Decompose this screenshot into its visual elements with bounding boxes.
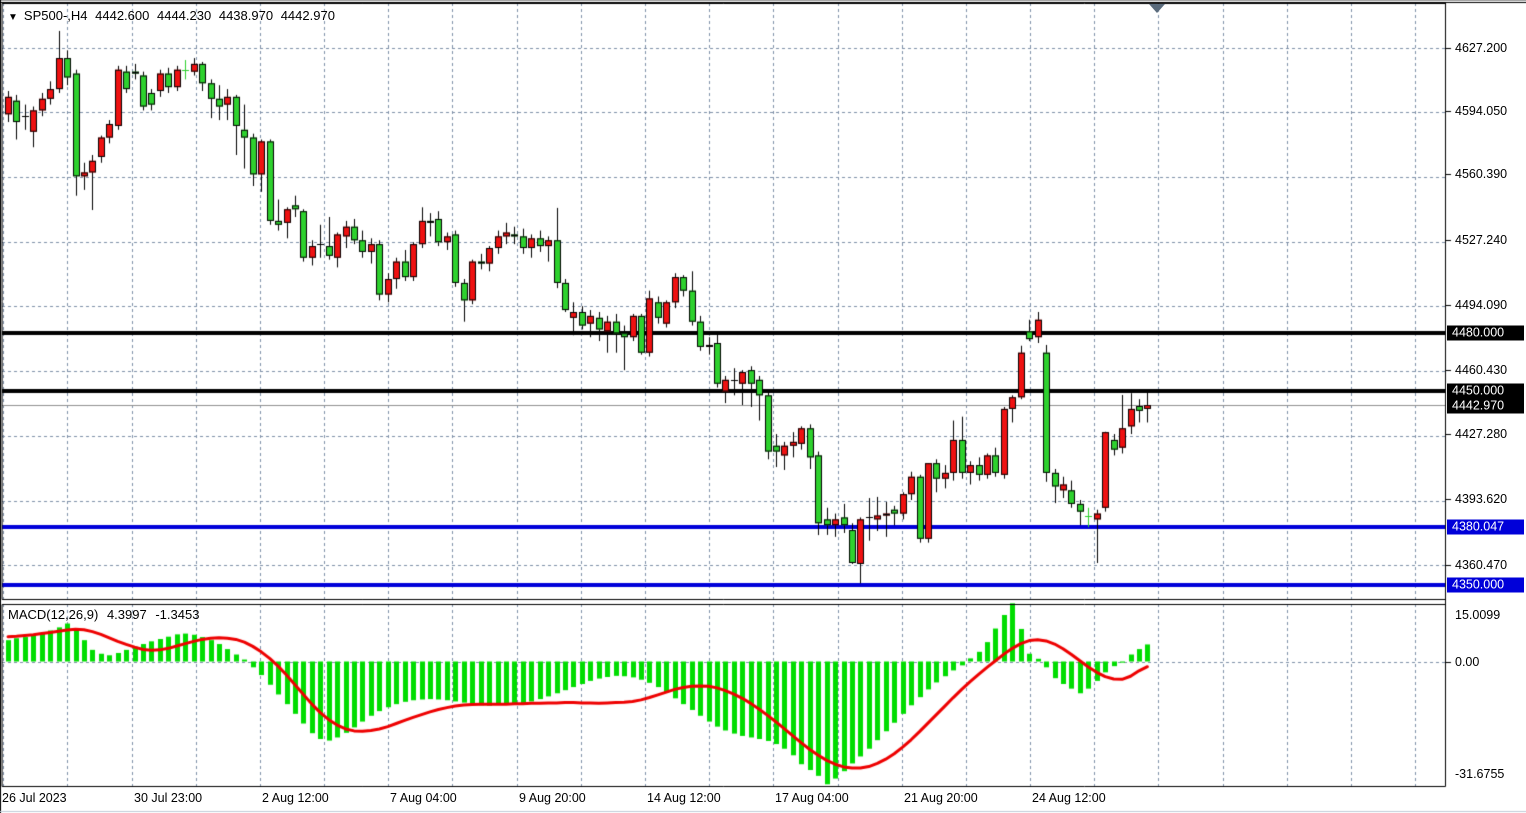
macd-tick-label: 0.00 — [1455, 655, 1480, 669]
time-label: 14 Aug 12:00 — [647, 791, 721, 805]
ohlc-close: 4442.970 — [280, 8, 335, 23]
macd-tick-label: -31.6755 — [1455, 767, 1505, 781]
ohlc-low: 4438.970 — [218, 8, 274, 23]
price-level-badge: 4380.047 — [1447, 519, 1524, 535]
chart-header: ▼ SP500-,H4 4442.600 4444.230 4438.970 44… — [8, 8, 339, 23]
macd-value: 4.3997 — [106, 607, 147, 622]
ohlc-high: 4444.230 — [156, 8, 212, 23]
price-tick-label: 4360.470 — [1455, 558, 1508, 572]
price-tick-label: 4527.240 — [1455, 233, 1508, 247]
macd-tick-label: 15.0099 — [1455, 608, 1501, 622]
time-label: 30 Jul 23:00 — [134, 791, 203, 805]
price-level-badge: 4350.000 — [1447, 577, 1524, 593]
symbol-dropdown-icon[interactable]: ▼ — [8, 12, 18, 23]
price-tick-label: 4393.620 — [1455, 492, 1508, 506]
time-label: 26 Jul 2023 — [2, 791, 67, 805]
price-tick-label: 4427.280 — [1455, 427, 1508, 441]
price-tick-label: 4494.090 — [1455, 298, 1508, 312]
macd-signal-value: -1.3453 — [155, 607, 200, 622]
time-label: 17 Aug 04:00 — [775, 791, 849, 805]
price-tick-label: 4460.430 — [1455, 363, 1508, 377]
price-level-badge: 4480.000 — [1447, 325, 1524, 341]
time-label: 24 Aug 12:00 — [1032, 791, 1106, 805]
time-label: 21 Aug 20:00 — [904, 791, 978, 805]
price-tick-label: 4627.200 — [1455, 41, 1508, 55]
price-level-badge: 4442.970 — [1447, 398, 1524, 414]
price-tick-label: 4560.390 — [1455, 167, 1508, 181]
symbol-period-label: SP500-,H4 — [23, 8, 88, 23]
chart-shift-icon[interactable] — [1149, 4, 1165, 13]
time-label: 9 Aug 20:00 — [519, 791, 586, 805]
macd-name: MACD(12,26,9) — [8, 607, 99, 622]
time-label: 7 Aug 04:00 — [390, 791, 457, 805]
price-level-badge: 4450.000 — [1447, 383, 1524, 399]
time-label: 2 Aug 12:00 — [262, 791, 329, 805]
ohlc-open: 4442.600 — [95, 8, 150, 23]
price-tick-label: 4594.050 — [1455, 104, 1508, 118]
macd-indicator-header: MACD(12,26,9) 4.3997 -1.3453 — [8, 607, 204, 622]
